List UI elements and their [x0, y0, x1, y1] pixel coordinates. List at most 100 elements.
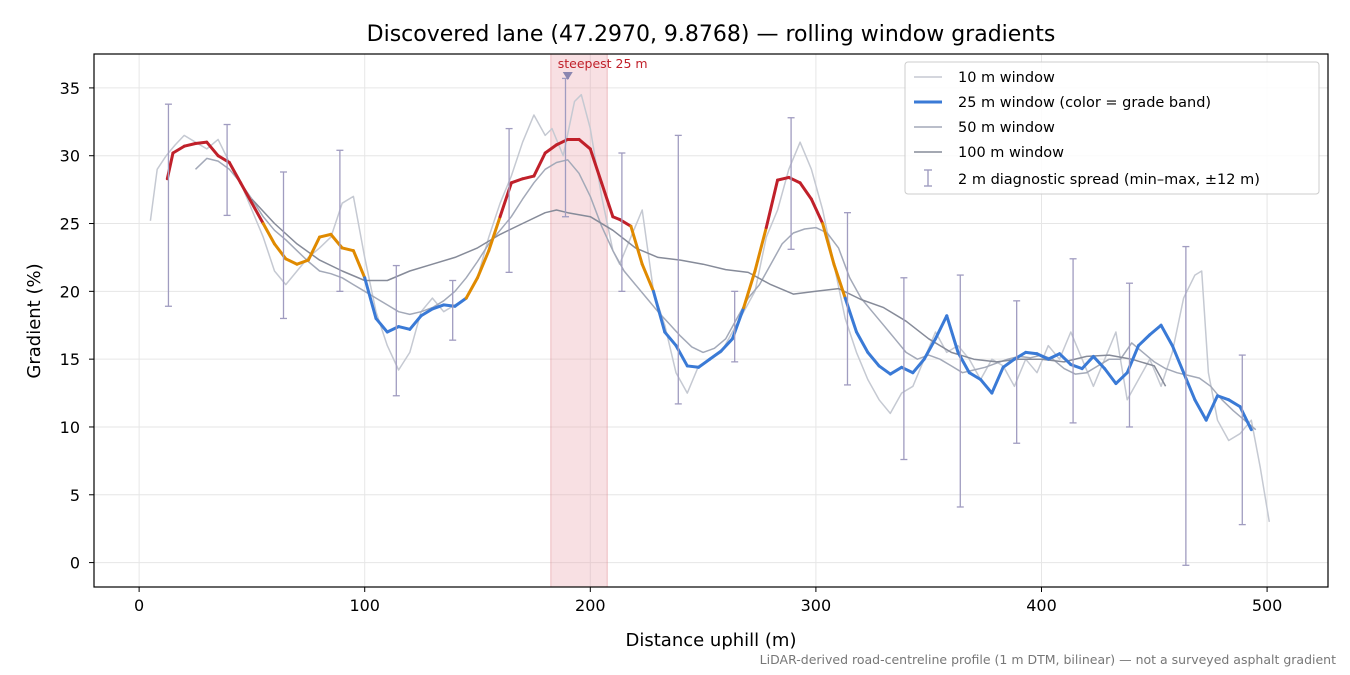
series-25m-segment: [922, 337, 937, 361]
y-tick-label: 0: [70, 554, 80, 573]
error-bar: [1238, 354, 1246, 526]
series-25m-segment: [832, 262, 847, 300]
x-tick-label: 500: [1252, 596, 1283, 615]
series-25m-segment: [351, 249, 367, 280]
x-axis: 0 100 200 300 400 500: [134, 587, 1282, 615]
series-25m-segment: [419, 307, 434, 318]
x-tick-label: 0: [134, 596, 144, 615]
series-25m-segment: [453, 296, 468, 308]
y-tick-label: 30: [60, 147, 80, 166]
series-25m-segment: [708, 349, 723, 361]
error-bar: [843, 212, 851, 386]
series-25m-segment: [1170, 344, 1186, 375]
series-25m-segment: [261, 222, 276, 246]
y-tick-label: 35: [60, 79, 80, 98]
series-25m-segment: [640, 262, 655, 293]
legend-label-100m: 100 m window: [958, 145, 1064, 161]
series-25m-segment: [509, 177, 525, 185]
series-layer: [149, 93, 1271, 523]
series-25m-segment: [719, 337, 734, 353]
series-25m-segment: [1080, 354, 1095, 371]
error-bars: [164, 77, 1246, 566]
series-25m-segment: [306, 235, 322, 262]
steepest-band: [550, 53, 608, 588]
series-25m-segment: [1227, 398, 1242, 409]
error-bar: [956, 274, 964, 508]
series-25m-segment: [600, 181, 615, 219]
error-bar: [505, 127, 513, 274]
legend-label-10m: 10 m window: [958, 70, 1055, 86]
series-25m-segment: [1137, 333, 1152, 348]
y-tick-label: 10: [60, 418, 80, 437]
y-axis-label: Gradient (%): [24, 263, 45, 378]
series-25m-segment: [855, 330, 870, 354]
series-25m-segment: [798, 181, 813, 201]
series-25m-segment: [911, 357, 926, 375]
series-25m-segment: [990, 365, 1005, 395]
chart-title: Discovered lane (47.2970, 9.8768) — roll…: [367, 22, 1056, 47]
error-bar: [279, 171, 287, 320]
y-tick-label: 15: [60, 350, 80, 369]
series-25m-segment: [577, 137, 592, 151]
series-25m-segment: [521, 174, 536, 181]
series-25m-segment: [1103, 367, 1118, 386]
y-axis: 0 5 10 15 20 25 30 35: [60, 79, 94, 573]
series-25m-segment: [1148, 323, 1163, 337]
series-25m-segment: [284, 257, 299, 266]
y-tick-label: 5: [70, 486, 80, 505]
series-25m-segment: [967, 371, 983, 381]
error-bar: [674, 134, 682, 405]
x-tick-label: 300: [801, 596, 832, 615]
error-bar: [223, 123, 231, 217]
legend-label-errorbar: 2 m diagnostic spread (min–max, ±12 m): [958, 172, 1260, 188]
series-25m-segment: [1159, 323, 1174, 348]
series-25m-segment: [742, 269, 757, 310]
series-25m-segment: [685, 364, 701, 369]
series-25m-segment: [1046, 352, 1062, 361]
series-25m-window: [165, 137, 1253, 432]
series-25m-segment: [776, 175, 791, 182]
series-25m-segment: [979, 377, 994, 395]
series-25m-segment: [821, 222, 836, 266]
legend-label-50m: 50 m window: [958, 120, 1055, 136]
series-25m-segment: [1091, 354, 1107, 371]
series-25m-segment: [363, 276, 378, 320]
series-25m-segment: [1058, 352, 1073, 367]
y-tick-label: 20: [60, 282, 80, 301]
error-bar: [449, 279, 457, 341]
series-25m-segment: [340, 246, 355, 253]
series-25m-segment: [239, 181, 254, 205]
series-25m-segment: [543, 143, 558, 155]
series-25m-segment: [464, 276, 480, 300]
series-25m-segment: [945, 314, 960, 354]
error-bar: [1182, 245, 1190, 566]
series-25m-segment: [318, 232, 333, 239]
legend-box: [904, 61, 1320, 195]
series-25m-segment: [194, 140, 209, 146]
series-25m-segment: [1215, 394, 1231, 402]
error-bar: [731, 290, 739, 363]
x-tick-label: 400: [1026, 596, 1057, 615]
error-bar: [392, 264, 400, 397]
plot-frame: [93, 53, 1329, 588]
y-tick-label: 25: [60, 215, 80, 234]
annotation-layer: steepest 25 m: [558, 56, 648, 81]
series-25m-segment: [809, 197, 825, 226]
x-axis-label: Distance uphill (m): [626, 630, 797, 651]
series-25m-segment: [532, 151, 547, 178]
series-100-m-window: [251, 198, 1167, 387]
x-tick-label: 100: [349, 596, 380, 615]
error-bar: [1125, 282, 1133, 428]
series-25m-segment: [182, 142, 198, 148]
series-25m-segment: [295, 258, 310, 266]
series-25m-segment: [888, 365, 904, 376]
series-25m-segment: [651, 289, 667, 334]
footnote: LiDAR-derived road-centreline profile (1…: [760, 652, 1336, 667]
series-25m-segment: [866, 350, 881, 368]
series-25m-segment: [877, 364, 892, 376]
series-25m-segment: [588, 147, 604, 185]
series-25m-segment: [487, 215, 502, 253]
error-bar: [164, 103, 172, 307]
series-25m-segment: [629, 224, 644, 266]
